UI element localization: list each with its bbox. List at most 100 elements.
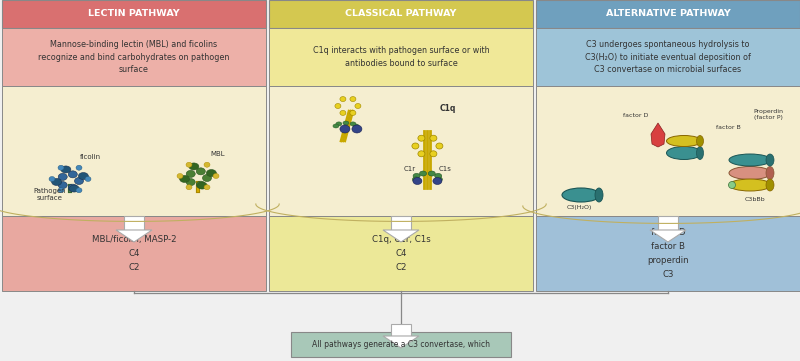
Polygon shape bbox=[650, 230, 686, 242]
Ellipse shape bbox=[58, 173, 67, 180]
Ellipse shape bbox=[418, 151, 425, 157]
Ellipse shape bbox=[729, 166, 771, 179]
Ellipse shape bbox=[74, 178, 83, 184]
Ellipse shape bbox=[413, 177, 419, 182]
Ellipse shape bbox=[206, 170, 216, 177]
Ellipse shape bbox=[189, 163, 199, 170]
Text: C3bBb: C3bBb bbox=[745, 197, 766, 202]
Ellipse shape bbox=[697, 135, 703, 147]
Ellipse shape bbox=[78, 173, 88, 179]
Ellipse shape bbox=[430, 151, 437, 157]
Ellipse shape bbox=[428, 171, 435, 176]
Ellipse shape bbox=[52, 178, 62, 186]
Ellipse shape bbox=[58, 188, 64, 193]
Ellipse shape bbox=[177, 174, 183, 178]
Bar bbox=[2, 28, 266, 86]
Ellipse shape bbox=[436, 143, 443, 149]
Bar bbox=[2, 86, 266, 216]
Bar bbox=[391, 324, 411, 336]
Text: LECTIN PATHWAY: LECTIN PATHWAY bbox=[88, 9, 180, 18]
Ellipse shape bbox=[61, 166, 71, 173]
Ellipse shape bbox=[68, 171, 78, 178]
Polygon shape bbox=[383, 230, 419, 242]
Bar bbox=[269, 0, 533, 28]
Text: C1s: C1s bbox=[439, 166, 452, 172]
Bar bbox=[2, 216, 266, 291]
Bar bbox=[391, 216, 411, 230]
Ellipse shape bbox=[419, 171, 426, 176]
Ellipse shape bbox=[413, 173, 420, 178]
Ellipse shape bbox=[336, 122, 342, 126]
Ellipse shape bbox=[186, 170, 195, 177]
Ellipse shape bbox=[49, 177, 55, 182]
Ellipse shape bbox=[355, 104, 361, 109]
Ellipse shape bbox=[766, 166, 774, 179]
Ellipse shape bbox=[204, 162, 210, 167]
Ellipse shape bbox=[343, 121, 349, 125]
Polygon shape bbox=[116, 230, 152, 242]
Bar bbox=[536, 28, 800, 86]
Ellipse shape bbox=[85, 177, 91, 182]
Text: C1r: C1r bbox=[403, 166, 415, 172]
Text: factor D: factor D bbox=[623, 113, 649, 118]
Text: C1q interacts with pathogen surface or with
antibodies bound to surface: C1q interacts with pathogen surface or w… bbox=[313, 46, 490, 68]
Ellipse shape bbox=[729, 154, 771, 166]
Bar bbox=[269, 216, 533, 291]
Ellipse shape bbox=[350, 97, 356, 101]
Bar bbox=[536, 86, 800, 216]
Ellipse shape bbox=[186, 179, 195, 186]
Ellipse shape bbox=[335, 104, 341, 109]
Ellipse shape bbox=[69, 185, 79, 192]
Text: CLASSICAL PATHWAY: CLASSICAL PATHWAY bbox=[346, 9, 457, 18]
Ellipse shape bbox=[353, 124, 359, 128]
Bar bbox=[124, 216, 144, 230]
Ellipse shape bbox=[729, 179, 771, 191]
Polygon shape bbox=[651, 123, 665, 147]
Text: Pathogen
surface: Pathogen surface bbox=[34, 187, 66, 201]
Ellipse shape bbox=[197, 182, 207, 189]
Text: C3(H₂O): C3(H₂O) bbox=[566, 205, 592, 210]
Ellipse shape bbox=[766, 154, 774, 166]
Ellipse shape bbox=[333, 124, 339, 128]
Ellipse shape bbox=[666, 147, 702, 160]
Bar bbox=[269, 28, 533, 86]
Bar bbox=[269, 86, 533, 216]
Ellipse shape bbox=[435, 177, 442, 182]
Text: C1q: C1q bbox=[439, 104, 455, 113]
Ellipse shape bbox=[352, 125, 362, 133]
Ellipse shape bbox=[196, 181, 206, 188]
Text: C1q, C1r, C1s
C4
C2: C1q, C1r, C1s C4 C2 bbox=[372, 235, 430, 272]
Ellipse shape bbox=[766, 179, 774, 191]
Ellipse shape bbox=[340, 110, 346, 116]
Text: ALTERNATIVE PATHWAY: ALTERNATIVE PATHWAY bbox=[606, 9, 730, 18]
Ellipse shape bbox=[76, 188, 82, 193]
Bar bbox=[291, 332, 511, 357]
Ellipse shape bbox=[68, 184, 78, 191]
Ellipse shape bbox=[202, 174, 211, 182]
Bar bbox=[536, 0, 800, 28]
Ellipse shape bbox=[204, 185, 210, 190]
Ellipse shape bbox=[350, 122, 356, 126]
Ellipse shape bbox=[418, 135, 425, 141]
Bar bbox=[536, 216, 800, 291]
Bar bbox=[658, 216, 678, 230]
Ellipse shape bbox=[433, 178, 442, 184]
Ellipse shape bbox=[213, 174, 219, 178]
Ellipse shape bbox=[412, 143, 419, 149]
Text: All pathways generate a C3 convertase, which: All pathways generate a C3 convertase, w… bbox=[312, 340, 490, 349]
Ellipse shape bbox=[186, 185, 192, 190]
Text: ficolin: ficolin bbox=[80, 154, 101, 160]
Text: factor D
factor B
properdin
C3: factor D factor B properdin C3 bbox=[647, 228, 689, 279]
Ellipse shape bbox=[595, 188, 603, 202]
Text: factor B: factor B bbox=[716, 125, 741, 130]
Ellipse shape bbox=[76, 165, 82, 170]
Ellipse shape bbox=[180, 175, 190, 182]
Ellipse shape bbox=[729, 182, 735, 188]
Ellipse shape bbox=[413, 178, 422, 184]
Ellipse shape bbox=[350, 110, 356, 116]
Ellipse shape bbox=[196, 168, 206, 175]
Ellipse shape bbox=[186, 162, 192, 167]
Ellipse shape bbox=[58, 165, 64, 170]
Ellipse shape bbox=[562, 188, 600, 202]
Ellipse shape bbox=[340, 125, 350, 133]
